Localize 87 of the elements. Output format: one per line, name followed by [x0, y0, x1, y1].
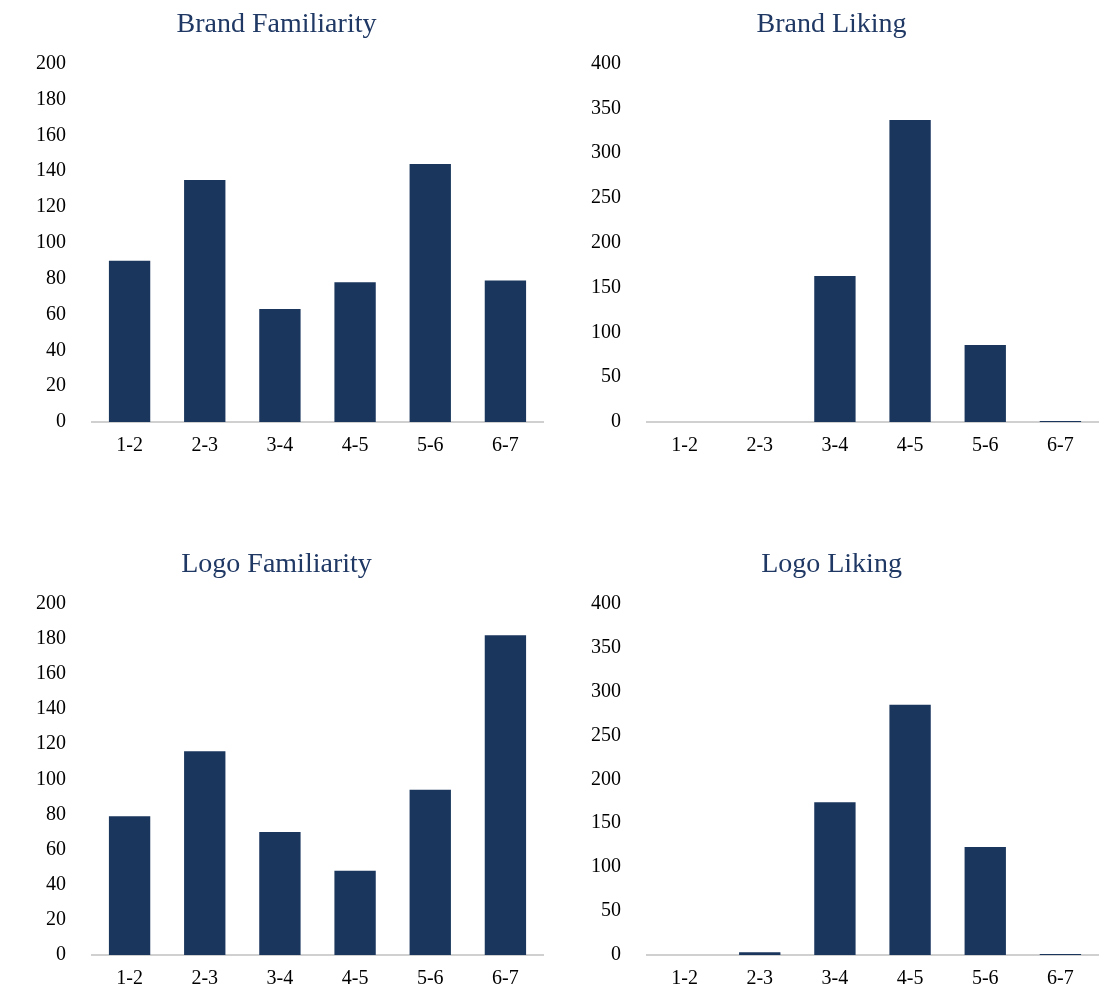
bar: [259, 309, 301, 422]
bar: [889, 704, 931, 955]
chart-title: Logo Liking: [761, 547, 902, 579]
bar: [964, 344, 1006, 422]
y-tick-label: 0: [611, 409, 621, 432]
x-tick-label: 4-5: [341, 966, 369, 989]
y-tick-label: 100: [36, 230, 66, 253]
bar: [409, 789, 451, 955]
x-tick-label: 6-7: [492, 433, 519, 456]
y-tick-label: 20: [46, 907, 66, 930]
y-tick-label: 300: [591, 140, 621, 163]
x-tick-label: 4-5: [341, 433, 369, 456]
y-tick-label: 180: [36, 86, 66, 109]
x-tick-label: 1-2: [116, 433, 143, 456]
y-tick-label: 400: [591, 50, 621, 73]
x-tick-label: 6-7: [1047, 966, 1074, 989]
bar: [334, 870, 376, 955]
x-tick-label: 3-4: [821, 966, 849, 989]
x-tick-label: 2-3: [746, 433, 774, 456]
bar: [409, 163, 451, 422]
bar: [184, 751, 226, 955]
y-tick-label: 40: [46, 337, 66, 360]
x-tick-label: 5-6: [416, 966, 444, 989]
y-tick-label: 150: [591, 810, 621, 833]
y-tick-label: 120: [36, 194, 66, 217]
x-tick-label: 4-5: [896, 966, 924, 989]
y-tick-label: 40: [46, 871, 66, 894]
y-tick-label: 300: [591, 678, 621, 701]
x-tick-label: 6-7: [1047, 433, 1074, 456]
y-tick-label: 20: [46, 373, 66, 396]
y-tick-label: 120: [36, 731, 66, 754]
y-tick-label: 200: [36, 590, 66, 613]
bar: [964, 846, 1006, 955]
bar: [334, 282, 376, 422]
bar: [814, 802, 856, 955]
y-tick-label: 160: [36, 122, 66, 145]
x-tick-label: 1-2: [671, 966, 698, 989]
bar: [484, 280, 527, 422]
y-tick-label: 350: [591, 95, 621, 118]
y-tick-label: 150: [591, 274, 621, 297]
y-tick-label: 0: [56, 409, 66, 432]
y-tick-label: 180: [36, 625, 66, 648]
chart-title: Brand Liking: [756, 7, 907, 39]
x-tick-label: 2-3: [191, 433, 219, 456]
y-tick-label: 140: [36, 158, 66, 181]
y-tick-label: 250: [591, 185, 621, 208]
y-tick-label: 100: [591, 854, 621, 877]
bar: [484, 635, 527, 955]
x-tick-label: 5-6: [971, 966, 999, 989]
x-tick-label: 6-7: [492, 966, 519, 989]
bar: [814, 275, 856, 422]
x-tick-label: 3-4: [266, 966, 294, 989]
y-tick-label: 80: [46, 265, 66, 288]
y-tick-label: 400: [591, 590, 621, 613]
bar: [108, 816, 151, 955]
x-tick-label: 1-2: [671, 433, 698, 456]
y-tick-label: 160: [36, 661, 66, 684]
bar: [184, 180, 226, 422]
x-tick-label: 2-3: [191, 966, 219, 989]
bar: [739, 952, 781, 955]
x-tick-label: 4-5: [896, 433, 924, 456]
y-tick-label: 250: [591, 722, 621, 745]
y-tick-label: 140: [36, 696, 66, 719]
y-tick-label: 0: [611, 942, 621, 965]
y-tick-label: 80: [46, 801, 66, 824]
x-tick-label: 3-4: [266, 433, 294, 456]
y-tick-label: 100: [591, 319, 621, 342]
x-tick-label: 3-4: [821, 433, 849, 456]
chart-title: Brand Familiarity: [176, 7, 377, 39]
x-tick-label: 1-2: [116, 966, 143, 989]
y-tick-label: 50: [601, 364, 621, 387]
y-tick-label: 50: [601, 898, 621, 921]
chart-title: Logo Familiarity: [181, 547, 372, 579]
y-tick-label: 200: [591, 230, 621, 253]
bar: [108, 260, 151, 422]
y-tick-label: 100: [36, 766, 66, 789]
y-tick-label: 200: [36, 50, 66, 73]
y-tick-label: 200: [591, 766, 621, 789]
bar: [259, 832, 301, 955]
bar: [889, 120, 931, 422]
x-tick-label: 5-6: [971, 433, 999, 456]
y-tick-label: 0: [56, 942, 66, 965]
x-tick-label: 2-3: [746, 966, 774, 989]
y-tick-label: 350: [591, 634, 621, 657]
y-tick-label: 60: [46, 301, 66, 324]
x-tick-label: 5-6: [416, 433, 444, 456]
y-tick-label: 60: [46, 836, 66, 859]
